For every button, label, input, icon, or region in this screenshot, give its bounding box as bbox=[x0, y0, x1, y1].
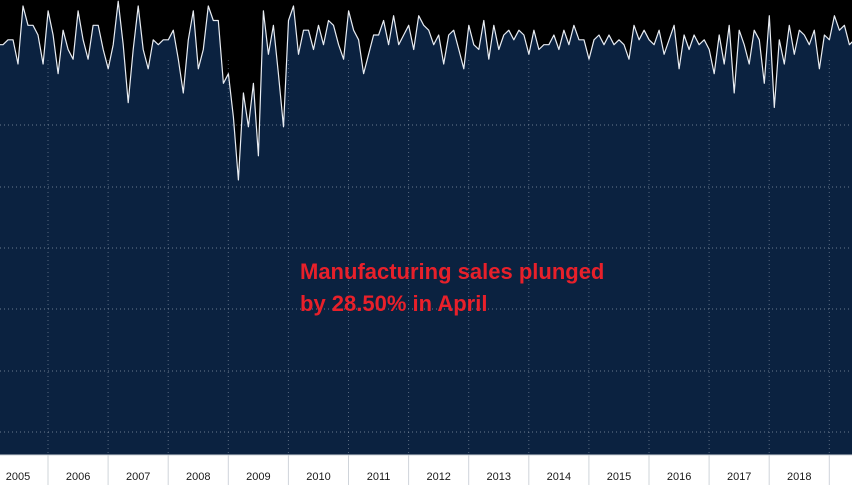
area-fill bbox=[0, 1, 852, 455]
x-tick-label: 2008 bbox=[186, 471, 210, 483]
series-line bbox=[0, 0, 852, 181]
x-tick-label: 2017 bbox=[727, 471, 751, 483]
x-tick-label: 2015 bbox=[607, 471, 631, 483]
chart-annotation: Manufacturing sales plunged by 28.50% in… bbox=[300, 256, 720, 320]
x-tick-label: 2018 bbox=[787, 471, 811, 483]
x-tick-label: 2005 bbox=[6, 471, 30, 483]
x-tick-label: 2016 bbox=[667, 471, 691, 483]
x-tick-label: 2014 bbox=[547, 471, 571, 483]
annotation-line-1: Manufacturing sales plunged bbox=[300, 259, 605, 284]
x-tick-label: 2006 bbox=[66, 471, 90, 483]
annotation-line-2: by 28.50% in April bbox=[300, 291, 488, 316]
x-tick-label: 2011 bbox=[367, 471, 391, 483]
x-tick-label: 2007 bbox=[126, 471, 150, 483]
x-axis-band bbox=[0, 455, 852, 485]
x-tick-label: 2012 bbox=[426, 471, 450, 483]
x-tick-label: 2010 bbox=[306, 471, 330, 483]
x-tick-label: 2013 bbox=[487, 471, 511, 483]
x-tick-label: 2009 bbox=[246, 471, 270, 483]
